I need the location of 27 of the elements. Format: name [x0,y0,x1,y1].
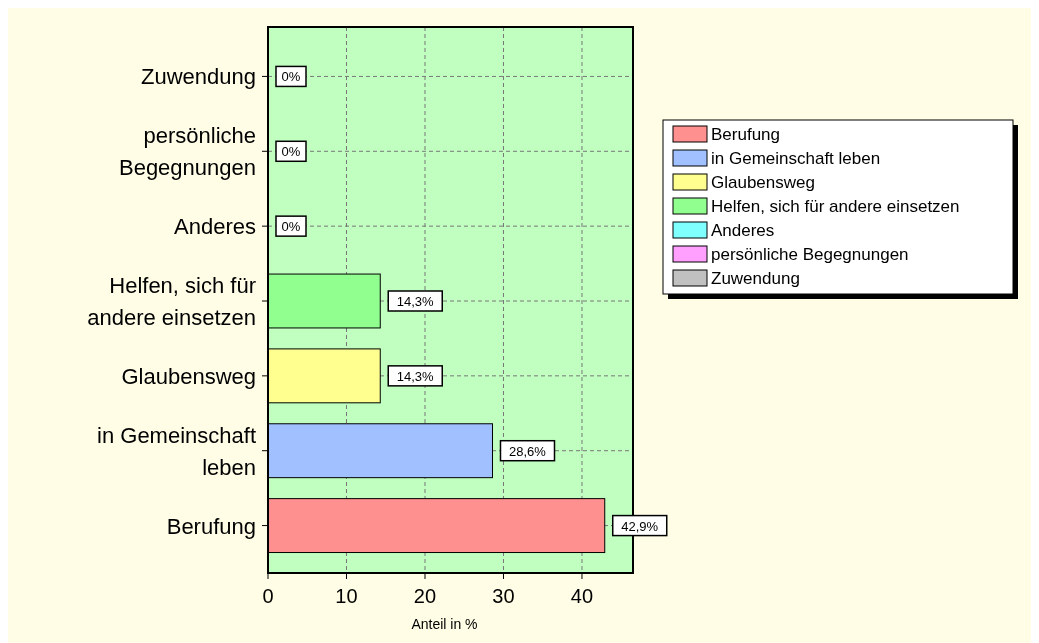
legend-label: in Gemeinschaft leben [711,149,881,168]
data-label: 0% [281,144,301,160]
x-tick-label: 30 [492,585,515,607]
x-axis-title: Anteil in % [411,616,478,632]
data-label: 14,3% [396,294,435,309]
x-tick-label: 10 [335,585,358,607]
data-label: 28,6% [509,443,547,459]
data-label: 0% [281,69,301,85]
data-label: 14,3% [396,368,435,384]
y-tick-label: Berufung [166,513,256,539]
data-label: 42,9% [621,518,659,534]
legend-label: Glaubensweg [711,173,815,192]
y-tick-label: in Gemeinschaft leben [97,422,256,480]
y-tick-label: Anderes [174,214,256,240]
legend-label: Helfen, sich für andere einsetzen [711,197,960,216]
data-label: 0% [281,219,301,235]
x-tick-label: 40 [570,585,594,607]
x-tick-label: 0 [262,585,274,607]
legend-label: Anderes [711,221,775,240]
legend-label: persönliche Begegnungen [711,245,909,264]
legend-label: Berufung [711,125,780,144]
y-tick-label: Zuwendung [141,64,256,90]
y-tick-label: Helfen, sich für andere einsetzen [87,273,256,330]
y-tick-label: Glaubensweg [121,363,256,389]
legend-label: Zuwendung [711,269,800,288]
x-tick-label: 20 [413,585,437,607]
y-tick-label: persönliche Begegnungen [118,123,256,181]
